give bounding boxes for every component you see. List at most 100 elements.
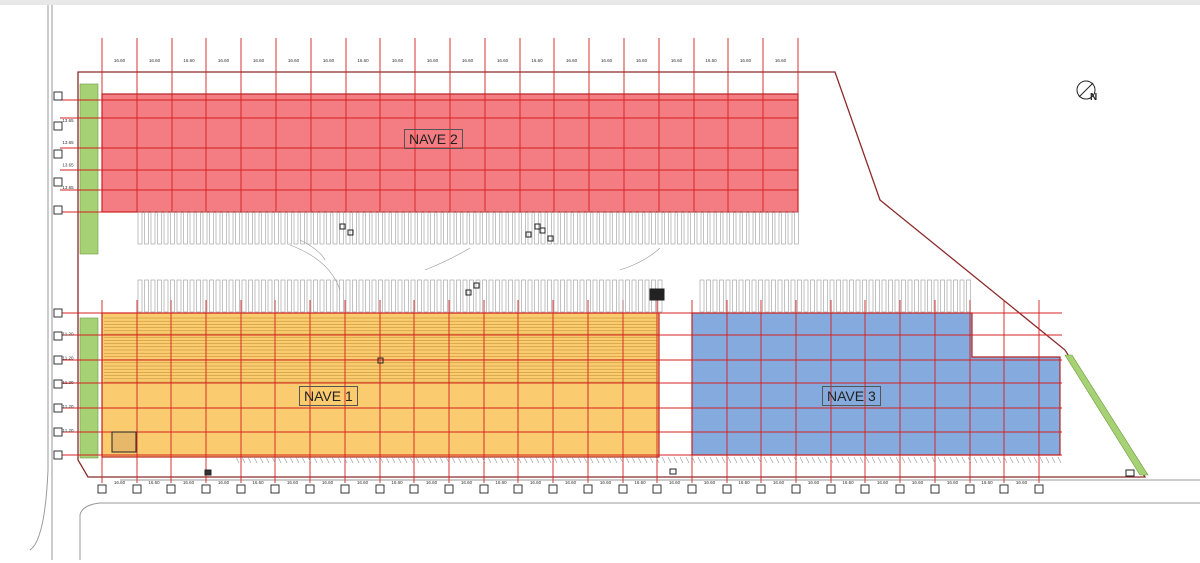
dimension-label-bay: 16.60 [704,480,716,485]
dock-hatch [625,456,630,464]
dock-door-nave-3 [719,279,724,313]
loading-docks [137,211,1062,464]
dock-hatch [481,456,486,464]
dock-door-nave-1 [261,279,266,313]
dock-door-nave-3 [927,279,932,313]
dimension-label-bay: 16.60 [114,480,126,485]
dock-door-nave-3 [888,279,893,313]
dock-door-nave-1 [339,279,344,313]
dock-hatch [859,456,864,464]
dock-hatch [475,456,480,464]
grid-axis-marker [826,484,836,494]
dock-door-nave-2 [417,211,422,245]
dock-door-nave-2 [189,211,195,245]
dimension-label-bay: 16.60 [531,58,543,63]
dock-hatch [385,456,390,464]
dock-door-nave-1 [547,279,552,313]
dock-door-nave-1 [540,279,546,313]
dock-door-nave-2 [794,211,799,245]
dock-hatch [343,456,348,464]
dock-door-nave-1 [495,279,500,313]
dock-door-nave-1 [300,279,305,313]
dimension-label-bay: 16.60 [669,480,681,485]
dock-door-nave-2 [618,211,624,245]
dock-hatch [517,456,522,464]
dock-door-nave-2 [774,211,780,245]
dock-door-nave-1 [618,279,624,313]
dimension-label-bay: 16.60 [1016,480,1028,485]
building-nave-3 [691,312,1061,456]
dock-door-nave-2 [306,211,312,245]
dock-door-nave-1 [196,279,201,313]
dock-door-nave-2 [352,211,357,245]
dock-door-nave-3 [712,279,718,313]
dimension-label-bay: 16.60 [392,58,404,63]
grid-axis-marker [652,484,662,494]
dock-hatch [1027,456,1032,464]
dock-hatch [691,456,696,464]
dock-door-nave-2 [254,211,260,245]
dock-door-nave-3 [758,279,763,313]
dock-door-nave-2 [384,211,390,245]
dimension-label-bay: 16.60 [566,58,578,63]
dock-door-nave-2 [488,211,494,245]
dock-door-nave-1 [313,279,318,313]
dock-door-nave-1 [371,279,377,313]
dock-door-nave-3 [933,279,939,313]
dock-hatch [817,456,822,464]
dimension-label-bay: 16.60 [530,480,542,485]
dock-door-nave-1 [137,279,143,313]
dock-door-nave-3 [751,279,757,313]
dock-door-nave-2 [547,211,552,245]
dock-door-nave-2 [144,211,149,245]
dimension-label-bay: 16.60 [391,480,403,485]
dock-door-nave-1 [423,279,429,313]
dock-hatch [823,456,828,464]
dimension-label-bay: 16.60 [149,58,161,63]
dock-door-nave-1 [241,279,247,313]
dimension-label-bay: 16.60 [600,480,612,485]
dock-hatch [679,456,684,464]
dimension-label-row: 13.65 [62,118,74,123]
grid-axis-marker [687,484,697,494]
dock-door-nave-1 [501,279,507,313]
dock-door-nave-3 [829,279,835,313]
dock-door-nave-2 [222,211,227,245]
dock-door-nave-2 [209,211,214,245]
dock-hatch [349,456,354,464]
grid-axis-marker [618,484,628,494]
grid-axis-marker [965,484,975,494]
grid-axis-marker [340,484,350,494]
dock-hatch [355,456,360,464]
dock-door-nave-3 [868,279,874,313]
dock-door-nave-2 [508,211,513,245]
dimension-label-bay: 16.60 [705,58,717,63]
dock-hatch [721,456,726,464]
dock-hatch [421,456,426,464]
dock-door-nave-1 [365,279,370,313]
dock-door-nave-2 [651,211,656,245]
sheet-top-edge [0,0,1200,5]
dock-hatch [325,456,330,464]
dimension-label-bay: 16.60 [601,58,613,63]
grid-axis-marker [930,484,940,494]
dock-door-nave-1 [280,279,286,313]
grid-axis-marker [53,121,63,131]
dock-hatch [697,456,702,464]
grid-axis-marker [305,484,315,494]
dock-hatch [463,456,468,464]
dimension-label-bay: 16.60 [981,480,993,485]
dock-hatch [973,456,978,464]
grid-axis-marker [999,484,1009,494]
dimension-label-bay: 16.60 [462,58,474,63]
dock-door-nave-1 [417,279,422,313]
dock-hatch [379,456,384,464]
dock-door-nave-2 [378,211,383,245]
dock-door-nave-3 [823,279,828,313]
dock-hatch [787,456,792,464]
dock-door-nave-1 [267,279,273,313]
dock-door-nave-2 [456,211,461,245]
dock-door-nave-1 [209,279,214,313]
dock-door-nave-3 [738,279,744,313]
dock-hatch [883,456,888,464]
